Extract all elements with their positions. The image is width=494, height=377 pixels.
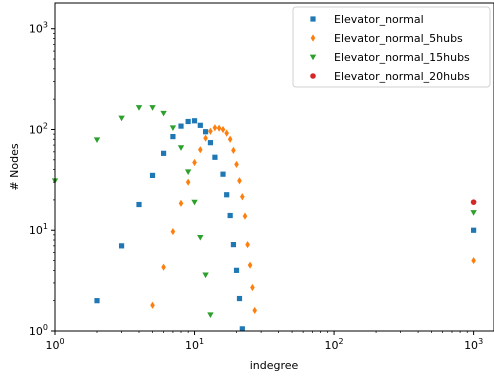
data-point-s3-10 [191, 199, 198, 206]
data-point-s2-18 [240, 193, 245, 201]
data-point-s3-7 [169, 125, 177, 131]
data-point-s1-3 [136, 201, 142, 208]
x-tick-label-1: 100 [45, 337, 64, 352]
plot-marks [51, 105, 477, 332]
data-point-s3-3 [118, 115, 125, 122]
y-axis-ticks: 100 101 102 103 [29, 21, 55, 338]
data-point-s1-17 [230, 242, 237, 248]
data-point-s1-12 [207, 140, 214, 146]
y-tick-label-2: 101 [29, 222, 48, 237]
data-point-s1-20 [239, 326, 245, 332]
data-point-s2-11 [216, 124, 222, 132]
data-point-s2-13 [224, 129, 229, 137]
data-point-s2-19 [242, 212, 248, 220]
plot-frame [54, 2, 494, 332]
data-point-s1-21 [471, 227, 477, 233]
data-point-s2-21 [247, 261, 253, 269]
data-point-s1-5 [160, 150, 167, 156]
series-1 [94, 118, 477, 332]
data-point-s1-19 [236, 295, 243, 302]
legend-box [292, 6, 491, 88]
data-point-s1-14 [220, 171, 226, 177]
legend-marker-2 [310, 34, 316, 42]
data-point-s3-9 [184, 169, 192, 176]
data-point-s1-13 [212, 154, 218, 160]
data-point-s4-1 [470, 199, 477, 205]
legend: Elevator_normal Elevator_normal_5hubs Elev… [292, 6, 491, 88]
x-tick-label-2: 101 [185, 337, 204, 352]
legend-marker-3 [309, 54, 317, 61]
data-point-s1-9 [191, 118, 198, 124]
data-point-s2-2 [161, 263, 166, 271]
legend-label-3: Elevator_normal_15hubs [334, 51, 470, 64]
data-point-s2-3 [170, 227, 176, 236]
data-point-s3-8 [177, 145, 185, 151]
data-point-s3-12 [202, 272, 209, 279]
x-axis-ticks: 100 101 102 103 [45, 331, 483, 352]
data-point-s2-23 [252, 306, 258, 315]
data-point-s2-10 [212, 124, 218, 132]
y-tick-label-4: 103 [29, 21, 48, 36]
legend-label-1: Elevator_normal [334, 13, 424, 26]
data-point-s1-6 [170, 133, 176, 140]
data-point-s1-10 [197, 122, 203, 128]
data-point-s1-4 [149, 172, 156, 179]
x-tick-label-4: 103 [464, 337, 483, 352]
data-point-s2-9 [208, 127, 213, 135]
data-point-s2-5 [185, 178, 191, 186]
data-point-s2-24 [471, 256, 476, 265]
data-point-s1-16 [227, 212, 233, 219]
series-3 [51, 105, 477, 318]
y-tick-label-3: 102 [29, 121, 48, 136]
legend-label-2: Elevator_normal_5hubs [334, 32, 463, 45]
data-point-s3-4 [135, 105, 143, 111]
data-point-s3-11 [197, 234, 204, 241]
data-point-s2-20 [245, 241, 250, 249]
legend-label-4: Elevator_normal_20hubs [334, 70, 470, 83]
data-point-s3-13 [207, 312, 214, 318]
data-point-s1-11 [202, 129, 209, 135]
x-axis-label: indegree [250, 359, 299, 372]
data-point-s2-6 [192, 158, 197, 167]
data-point-s1-2 [118, 243, 125, 249]
data-point-s1-15 [224, 192, 230, 198]
data-point-s2-16 [234, 160, 239, 169]
data-point-s3-6 [160, 110, 167, 117]
data-point-s3-2 [93, 137, 101, 143]
data-point-s2-22 [250, 283, 255, 292]
series-2 [150, 124, 476, 315]
data-point-s2-8 [203, 134, 208, 142]
data-point-s2-14 [227, 135, 233, 143]
x-tick-label-3: 102 [325, 337, 344, 352]
data-point-s1-8 [185, 118, 191, 125]
data-point-s2-17 [237, 177, 242, 185]
y-tick-label-1: 100 [29, 323, 48, 338]
data-point-s1-18 [233, 267, 240, 273]
data-point-s1-1 [94, 298, 100, 304]
data-point-s2-7 [198, 146, 203, 154]
data-point-s2-4 [178, 199, 184, 207]
legend-marker-4 [310, 73, 316, 79]
series-4 [470, 199, 477, 205]
data-point-s2-1 [150, 301, 155, 309]
data-point-s2-15 [231, 146, 236, 154]
data-point-s2-12 [220, 125, 226, 134]
data-point-s3-5 [149, 105, 156, 111]
data-point-s1-7 [178, 123, 184, 129]
legend-marker-1 [310, 16, 316, 22]
data-point-s3-14 [470, 210, 477, 216]
y-axis-label: # Nodes [8, 143, 21, 190]
